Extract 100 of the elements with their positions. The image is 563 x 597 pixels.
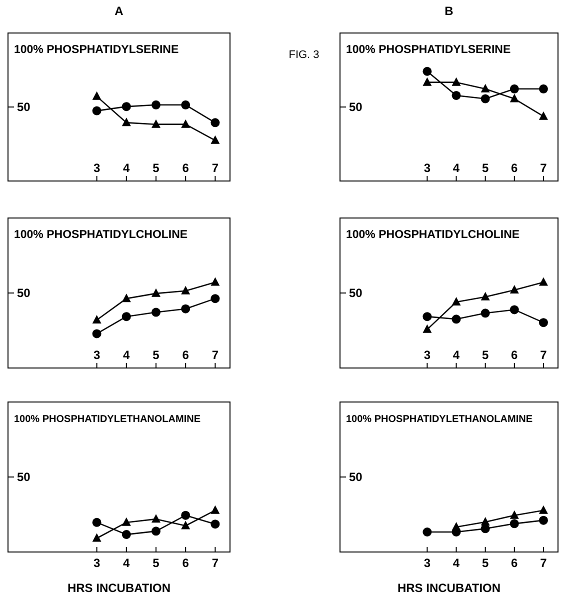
point: [152, 288, 160, 297]
x-tick-label: 6: [182, 556, 190, 570]
x-tick-label: 7: [212, 161, 219, 175]
point: [480, 517, 490, 526]
point: [122, 530, 131, 539]
point: [122, 312, 131, 322]
point: [181, 100, 190, 110]
x-tick-label: 7: [540, 161, 548, 175]
point: [92, 106, 102, 116]
annotation: 50: [349, 100, 363, 114]
point: [92, 533, 102, 542]
x-tick-label: 4: [452, 556, 460, 570]
point: [181, 119, 190, 128]
chart-title: 100% PHOSPHATIDYLCHOLINE: [346, 229, 520, 241]
x-tick-label: 5: [152, 556, 160, 570]
point: [210, 118, 220, 128]
x-tick-label: 6: [182, 161, 190, 175]
x-tick-label: 3: [93, 161, 100, 175]
text: 50: [349, 470, 363, 484]
chart-title: 100% PHOSPHATIDYLCHOLINE: [14, 229, 188, 241]
point: [122, 102, 131, 112]
text: 50: [17, 470, 31, 484]
x-tick-label: 4: [123, 556, 130, 570]
point: [510, 510, 519, 519]
x-tick-label: 3: [424, 348, 431, 362]
x-tick-label: 5: [152, 161, 160, 175]
point: [538, 516, 548, 525]
point: [422, 324, 432, 333]
chart-subtitle: A: [114, 4, 124, 18]
point: [422, 528, 432, 536]
point: [452, 522, 461, 530]
point: [210, 135, 220, 144]
chart-title: 100% PHOSPHATIDYLETHANOLAMINE: [346, 414, 533, 425]
chart-title: 100% PHOSPHATIDYLETHANOLAMINE: [14, 414, 201, 425]
point: [122, 517, 131, 526]
point: [452, 90, 461, 100]
point: [480, 308, 490, 318]
point: [122, 118, 131, 126]
point: [538, 111, 548, 120]
point: [92, 91, 102, 100]
point: [152, 308, 160, 317]
point: [152, 100, 160, 110]
annotation: 50: [17, 286, 31, 300]
x-tick-label: 4: [123, 161, 130, 175]
point: [422, 66, 432, 76]
point: [510, 84, 519, 94]
x-tick-label: 7: [212, 348, 219, 362]
point: [92, 329, 102, 338]
point: [480, 84, 490, 92]
point: [510, 285, 519, 294]
chart-title: 100% PHOSPHATIDYLSERINE: [346, 44, 511, 56]
point: [510, 94, 519, 102]
point: [152, 526, 160, 536]
point: [152, 514, 160, 523]
point: [538, 84, 548, 94]
x-tick-label: 6: [182, 348, 190, 362]
x-tick-label: 7: [540, 556, 548, 570]
point: [452, 77, 461, 86]
point: [181, 510, 190, 520]
point: [538, 318, 548, 328]
point: [92, 315, 102, 324]
x-tick-label: 3: [424, 161, 431, 175]
chart-subtitle: B: [444, 4, 454, 18]
x-tick-label: 3: [93, 556, 100, 570]
x-tick-label: 3: [93, 348, 100, 362]
point: [510, 305, 519, 314]
x-axis-title: HRS INCUBATION: [397, 581, 501, 595]
x-tick-label: 7: [212, 556, 219, 570]
x-tick-label: 7: [540, 348, 548, 362]
x-tick-label: 6: [511, 161, 518, 175]
point: [452, 297, 461, 306]
x-tick-label: 5: [482, 161, 489, 175]
point: [181, 286, 190, 294]
x-tick-label: 4: [452, 161, 460, 175]
point: [210, 277, 220, 286]
x-tick-label: 6: [511, 556, 518, 570]
x-tick-label: 4: [123, 348, 130, 362]
x-tick-label: 5: [152, 348, 160, 362]
point: [181, 304, 190, 314]
point: [210, 520, 220, 529]
point: [480, 292, 490, 300]
point: [452, 314, 461, 324]
point: [122, 294, 131, 302]
point: [510, 519, 519, 528]
point: [422, 312, 432, 322]
point: [210, 294, 220, 304]
x-tick-label: 4: [452, 348, 460, 362]
annotation: 50: [349, 286, 363, 300]
point: [152, 119, 160, 128]
point: [538, 277, 548, 286]
x-tick-label: 5: [482, 348, 489, 362]
chart-title: 100% PHOSPHATIDYLSERINE: [14, 44, 179, 56]
point: [210, 505, 220, 514]
x-tick-label: 3: [424, 556, 431, 570]
point: [538, 505, 548, 514]
point: [480, 94, 490, 104]
annotation: 50: [17, 100, 31, 114]
x-axis-title: HRS INCUBATION: [67, 581, 171, 595]
x-tick-label: 5: [482, 556, 489, 570]
point: [181, 520, 190, 530]
